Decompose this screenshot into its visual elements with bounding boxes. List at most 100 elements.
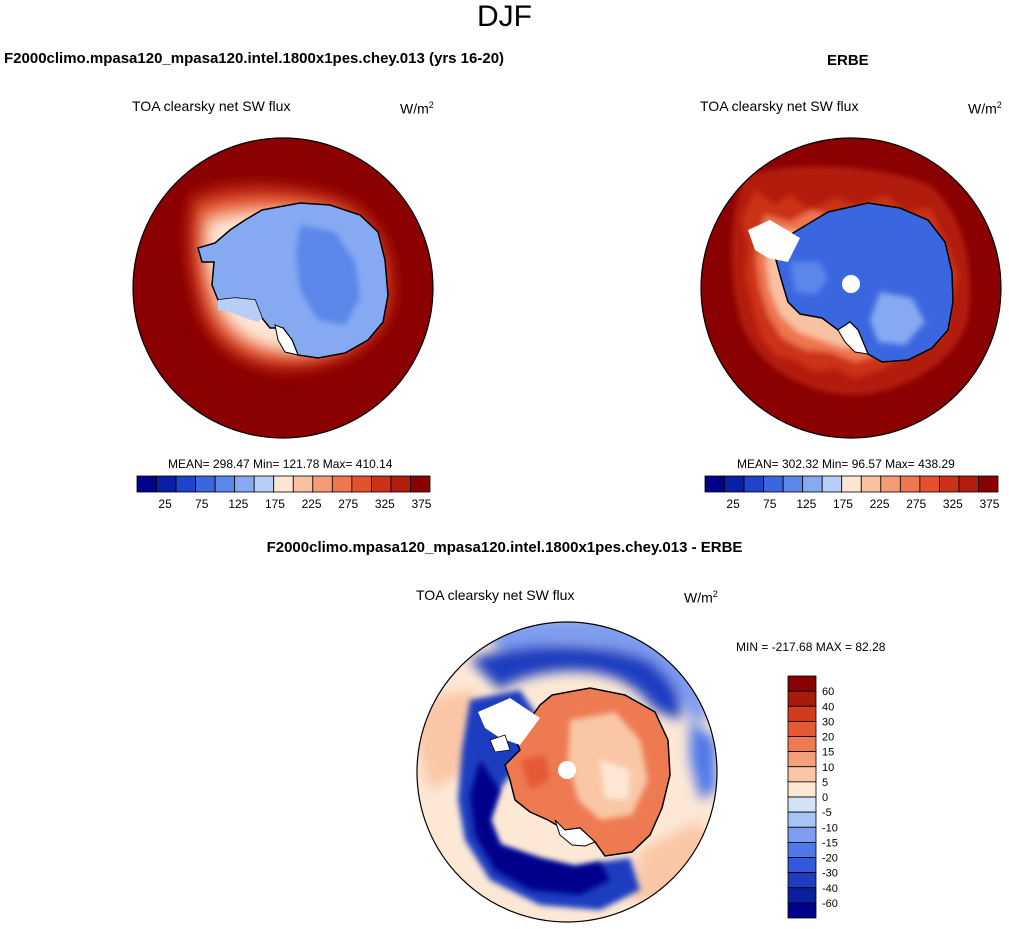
obs-colorbar-tick-label: 75 — [763, 497, 777, 511]
obs-colorbar-box — [821, 475, 843, 493]
obs-colorbar-box — [919, 475, 940, 493]
model-map — [133, 138, 433, 438]
obs-colorbar-box — [724, 475, 745, 493]
obs-colorbar-box — [763, 475, 784, 493]
model-colorbar-tick-label: 325 — [375, 497, 395, 511]
diff-colorbar: 60 40 30 20 15 10 5 0 -5 -10 -15 -20 -30 -40 -60 — [787, 675, 838, 919]
diff-colorbar-box — [787, 766, 817, 783]
obs-units: W/m2 — [968, 100, 1002, 117]
diff-colorbar-tick-label: 60 — [822, 686, 834, 698]
obs-variable-label: TOA clearsky net SW flux — [700, 98, 859, 114]
obs-colorbar-box — [978, 475, 999, 493]
model-colorbar-box — [370, 475, 392, 493]
diff-colorbar-tick-label: -60 — [822, 898, 838, 910]
obs-colorbar-box — [704, 475, 725, 493]
diff-colorbar-box — [787, 811, 817, 828]
diff-colorbar-box — [787, 902, 817, 919]
model-colorbar-box — [136, 475, 157, 493]
obs-colorbar-box — [802, 475, 823, 493]
model-colorbar-tick-label: 175 — [265, 497, 285, 511]
model-colorbar-box — [156, 475, 177, 493]
diff-colorbar-box — [787, 705, 817, 722]
obs-colorbar-tick-label: 175 — [833, 497, 853, 511]
diff-colorbar-tick-label: 30 — [822, 716, 834, 728]
obs-colorbar-tick-label: 275 — [906, 497, 926, 511]
season-title: DJF — [477, 0, 532, 33]
model-colorbar-box — [175, 475, 196, 493]
diff-colorbar-tick-label: 5 — [822, 777, 828, 789]
diff-colorbar-box — [787, 857, 817, 874]
diff-colorbar-box — [787, 690, 817, 707]
model-colorbar-tick-label: 225 — [302, 497, 322, 511]
model-colorbar-box — [292, 475, 314, 493]
model-colorbar: 25 75 125 175 225 275 325 375 — [136, 475, 432, 511]
obs-colorbar-tick-label: 375 — [979, 497, 999, 511]
model-colorbar-tick-label: 275 — [338, 497, 358, 511]
obs-colorbar-tick-label: 225 — [870, 497, 890, 511]
diff-colorbar-box — [787, 736, 817, 753]
diff-colorbar-box — [787, 841, 817, 858]
diff-colorbar-tick-label: 20 — [822, 732, 834, 744]
obs-colorbar-box — [860, 475, 882, 493]
diff-colorbar-tick-label: 0 — [822, 792, 828, 804]
obs-panel-title: ERBE — [827, 52, 869, 69]
model-colorbar-box — [195, 475, 216, 493]
diff-stats: MIN = -217.68 MAX = 82.28 — [736, 640, 886, 654]
model-map-border — [132, 137, 434, 439]
diff-panel-title: F2000climo.mpasa120_mpasa120.intel.1800x… — [266, 539, 743, 556]
model-variable-label: TOA clearsky net SW flux — [132, 98, 291, 114]
obs-colorbar-box — [880, 475, 901, 493]
obs-map-border — [700, 137, 1002, 439]
model-colorbar-box — [331, 475, 353, 493]
model-colorbar-box — [214, 475, 236, 493]
model-stats: MEAN= 298.47 Min= 121.78 Max= 410.14 — [168, 457, 393, 471]
diff-colorbar-box — [787, 826, 817, 843]
model-colorbar-box — [273, 475, 294, 493]
diff-variable-label: TOA clearsky net SW flux — [416, 587, 575, 603]
model-colorbar-tick-label: 75 — [195, 497, 209, 511]
model-panel-title: F2000climo.mpasa120_mpasa120.intel.1800x… — [4, 50, 505, 67]
diff-colorbar-tick-label: -5 — [822, 807, 832, 819]
diff-colorbar-box — [787, 751, 817, 768]
model-colorbar-tick-label: 25 — [158, 497, 172, 511]
obs-map — [701, 138, 1001, 438]
model-colorbar-box — [312, 475, 333, 493]
diff-colorbar-box — [787, 781, 817, 798]
model-colorbar-box — [390, 475, 411, 493]
diff-colorbar-tick-label: -20 — [822, 853, 838, 865]
obs-colorbar-box — [841, 475, 862, 493]
diff-colorbar-tick-label: -40 — [822, 883, 838, 895]
model-colorbar-box — [351, 475, 372, 493]
obs-stats: MEAN= 302.32 Min= 96.57 Max= 438.29 — [737, 457, 955, 471]
model-colorbar-tick-label: 125 — [228, 497, 248, 511]
obs-colorbar-box — [743, 475, 764, 493]
obs-colorbar-tick-label: 125 — [796, 497, 816, 511]
obs-colorbar-box — [958, 475, 979, 493]
diff-map — [417, 622, 717, 922]
model-colorbar-tick-label: 375 — [411, 497, 431, 511]
obs-colorbar-tick-label: 25 — [726, 497, 740, 511]
diff-colorbar-box — [787, 720, 817, 737]
model-units: W/m2 — [400, 100, 434, 117]
diff-colorbar-tick-label: 15 — [822, 747, 834, 759]
obs-colorbar-box — [899, 475, 921, 493]
diff-colorbar-tick-label: -15 — [822, 837, 838, 849]
diff-units: W/m2 — [684, 589, 718, 606]
diff-colorbar-tick-label: 40 — [822, 701, 834, 713]
model-colorbar-box — [253, 475, 275, 493]
obs-colorbar-tick-label: 325 — [943, 497, 963, 511]
diff-colorbar-tick-label: -10 — [822, 822, 838, 834]
diff-colorbar-tick-label: 10 — [822, 762, 834, 774]
obs-colorbar-box — [939, 475, 960, 493]
diff-colorbar-box — [787, 887, 817, 904]
diff-colorbar-tick-label: -30 — [822, 868, 838, 880]
diff-colorbar-box — [787, 796, 817, 813]
model-colorbar-box — [410, 475, 431, 493]
diff-map-border — [416, 621, 718, 923]
model-colorbar-box — [234, 475, 255, 493]
diff-colorbar-box — [787, 675, 817, 692]
diff-colorbar-box — [787, 872, 817, 889]
obs-colorbar-box — [782, 475, 804, 493]
obs-colorbar: 25 75 125 175 225 275 325 375 — [704, 475, 1000, 511]
